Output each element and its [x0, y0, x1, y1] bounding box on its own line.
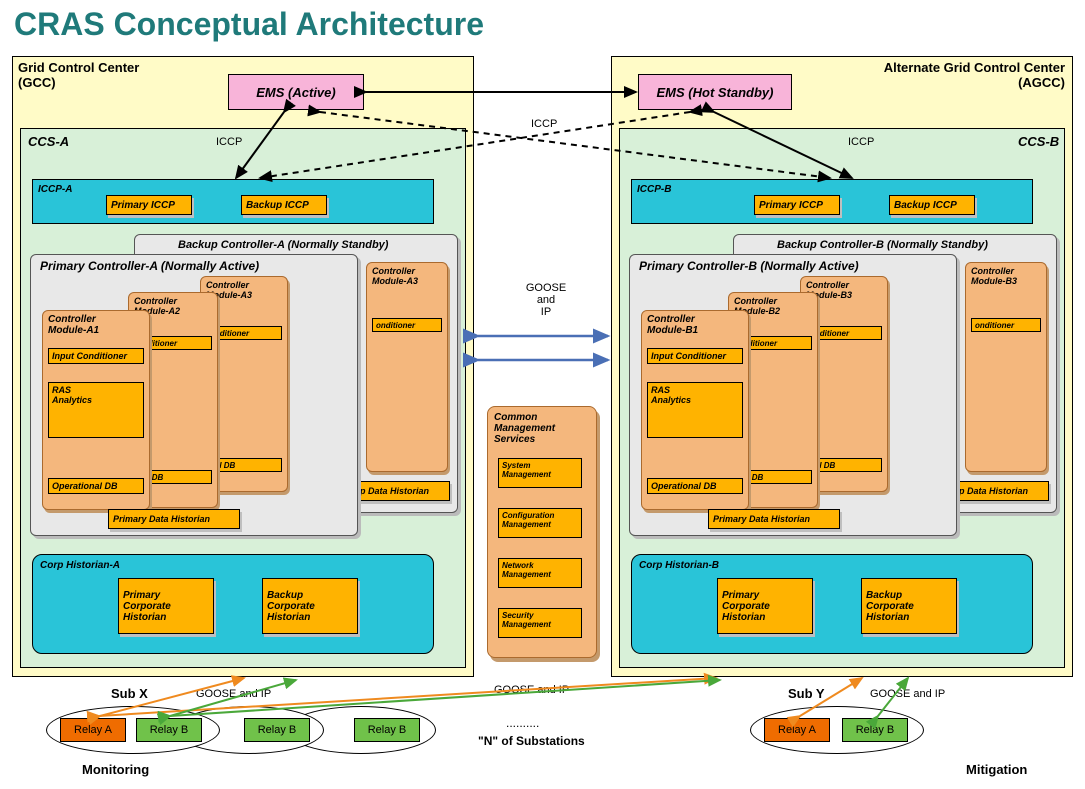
cms-item-2: Network Management	[498, 558, 582, 588]
suby-label: Sub Y	[788, 686, 825, 701]
goose-ip-right: GOOSE and IP	[870, 688, 945, 700]
iccp-b-label: ICCP-B	[637, 184, 671, 195]
bk-mod-b3b	[965, 262, 1047, 472]
relay-a-x: Relay A	[60, 718, 126, 742]
iccp-label-right: ICCP	[848, 136, 874, 148]
ems-hot-standby: EMS (Hot Standby)	[638, 74, 792, 110]
primary-hist-a: Primary Data Historian	[108, 509, 240, 529]
mitigation: Mitigation	[966, 762, 1027, 777]
corp-hist-a-lbl: Corp Historian-A	[40, 560, 120, 571]
corp-hist-b-lbl: Corp Historian-B	[639, 560, 719, 571]
relay-b-x3: Relay B	[354, 718, 420, 742]
a1-input: Input Conditioner	[48, 348, 144, 364]
goose-ip-center: GOOSE and IP	[516, 282, 576, 318]
backup-iccp-a: Backup ICCP	[241, 195, 327, 215]
relay-b-x1: Relay B	[136, 718, 202, 742]
gcc-label: Grid Control Center (GCC)	[18, 60, 139, 90]
ccs-a-label: CCS-A	[28, 134, 69, 149]
diagram-canvas: Grid Control Center (GCC) Alternate Grid…	[0, 0, 1085, 789]
n-sub: "N" of Substations	[478, 734, 585, 748]
primary-iccp-b: Primary ICCP	[754, 195, 840, 215]
iccp-a-label: ICCP-A	[38, 184, 72, 195]
bk-mod-a3b	[366, 262, 448, 472]
corp-bk-a: Backup Corporate Historian	[262, 578, 358, 634]
ccs-b-label: CCS-B	[1018, 134, 1059, 149]
bk-b3b-onditioner: onditioner	[971, 318, 1041, 332]
b1-ras: RAS Analytics	[647, 382, 743, 438]
subx-label: Sub X	[111, 686, 148, 701]
backup-ctrl-a-label: Backup Controller-A (Normally Standby)	[178, 239, 388, 251]
bk-a3b-onditioner: onditioner	[372, 318, 442, 332]
mod-a1-lbl: Controller Module-A1	[48, 314, 99, 336]
bk-mod-b3b-lbl: Controller Module-B3	[971, 266, 1017, 286]
primary-ctrl-a-label: Primary Controller-A (Normally Active)	[40, 259, 259, 273]
relay-b-y: Relay B	[842, 718, 908, 742]
mod-b1-lbl: Controller Module-B1	[647, 314, 698, 336]
iccp-a-bar	[32, 179, 434, 224]
corp-prim-b: Primary Corporate Historian	[717, 578, 813, 634]
primary-iccp-a: Primary ICCP	[106, 195, 192, 215]
dots: ..........	[506, 716, 539, 730]
b1-opdb: Operational DB	[647, 478, 743, 494]
cms-item-3: Security Management	[498, 608, 582, 638]
relay-b-x2: Relay B	[244, 718, 310, 742]
relay-a-y: Relay A	[764, 718, 830, 742]
iccp-label-left: ICCP	[216, 136, 242, 148]
agcc-label: Alternate Grid Control Center (AGCC)	[880, 60, 1065, 90]
corp-bk-b: Backup Corporate Historian	[861, 578, 957, 634]
backup-iccp-b: Backup ICCP	[889, 195, 975, 215]
a1-ras: RAS Analytics	[48, 382, 144, 438]
cms-item-1: Configuration Management	[498, 508, 582, 538]
cms-item-0: System Management	[498, 458, 582, 488]
backup-ctrl-b-label: Backup Controller-B (Normally Standby)	[777, 239, 988, 251]
primary-hist-b: Primary Data Historian	[708, 509, 840, 529]
a1-opdb: Operational DB	[48, 478, 144, 494]
b1-input: Input Conditioner	[647, 348, 743, 364]
ems-active: EMS (Active)	[228, 74, 364, 110]
corp-prim-a: Primary Corporate Historian	[118, 578, 214, 634]
monitoring: Monitoring	[82, 762, 149, 777]
goose-ip-mid: GOOSE and IP	[494, 684, 569, 696]
primary-ctrl-b-label: Primary Controller-B (Normally Active)	[639, 259, 859, 273]
iccp-label-center: ICCP	[531, 118, 557, 130]
cms-title: Common Management Services	[494, 412, 555, 445]
goose-ip-left: GOOSE and IP	[196, 688, 271, 700]
bk-mod-a3b-lbl: Controller Module-A3	[372, 266, 418, 286]
